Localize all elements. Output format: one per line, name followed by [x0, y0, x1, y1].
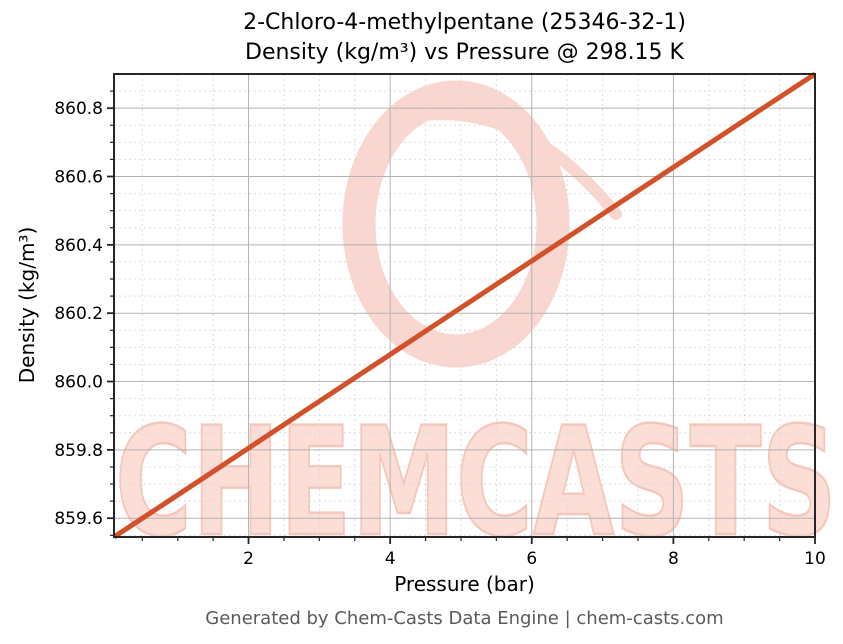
- chart-title: 2-Chloro-4-methylpentane (25346-32-1): [243, 10, 686, 35]
- chemcasts-logo-watermark: [342, 80, 570, 368]
- y-axis-label: Density (kg/m³): [15, 226, 39, 384]
- footer-credit: Generated by Chem-Casts Data Engine | ch…: [205, 608, 724, 629]
- x-tick-label: 8: [668, 549, 679, 569]
- logo-brush-accent: [384, 108, 622, 220]
- watermark-layer: CHEMCASTS: [114, 80, 838, 571]
- grid-layer: [114, 74, 816, 537]
- chart-title-block: 2-Chloro-4-methylpentane (25346-32-1) De…: [114, 8, 815, 68]
- x-axis-label: Pressure (bar): [394, 572, 535, 596]
- series-layer: [112, 71, 817, 540]
- axis-layer: 2 4 6 8 10 859.6 859.8 860.0 860.2 860.4 860.6 860.…: [54, 73, 826, 569]
- y-tick-label: 859.6: [54, 509, 103, 529]
- chart-subtitle: Density (kg/m³) vs Pressure @ 298.15 K: [245, 40, 684, 65]
- y-tick-label: 859.8: [54, 441, 103, 461]
- density-vs-pressure-line: [112, 71, 817, 540]
- y-tick-label: 860.2: [54, 304, 103, 324]
- x-tick-label: 4: [385, 549, 396, 569]
- plot-frame: [113, 73, 816, 538]
- watermark-text: CHEMCASTS: [115, 396, 837, 570]
- x-tick-label: 6: [526, 549, 537, 569]
- y-tick-label: 860.6: [54, 168, 103, 188]
- y-tick-label: 860.0: [54, 373, 103, 393]
- x-tick-label: 10: [804, 549, 826, 569]
- x-tick-label: 2: [243, 549, 254, 569]
- y-tick-label: 860.8: [54, 99, 103, 119]
- y-tick-label: 860.4: [54, 236, 103, 256]
